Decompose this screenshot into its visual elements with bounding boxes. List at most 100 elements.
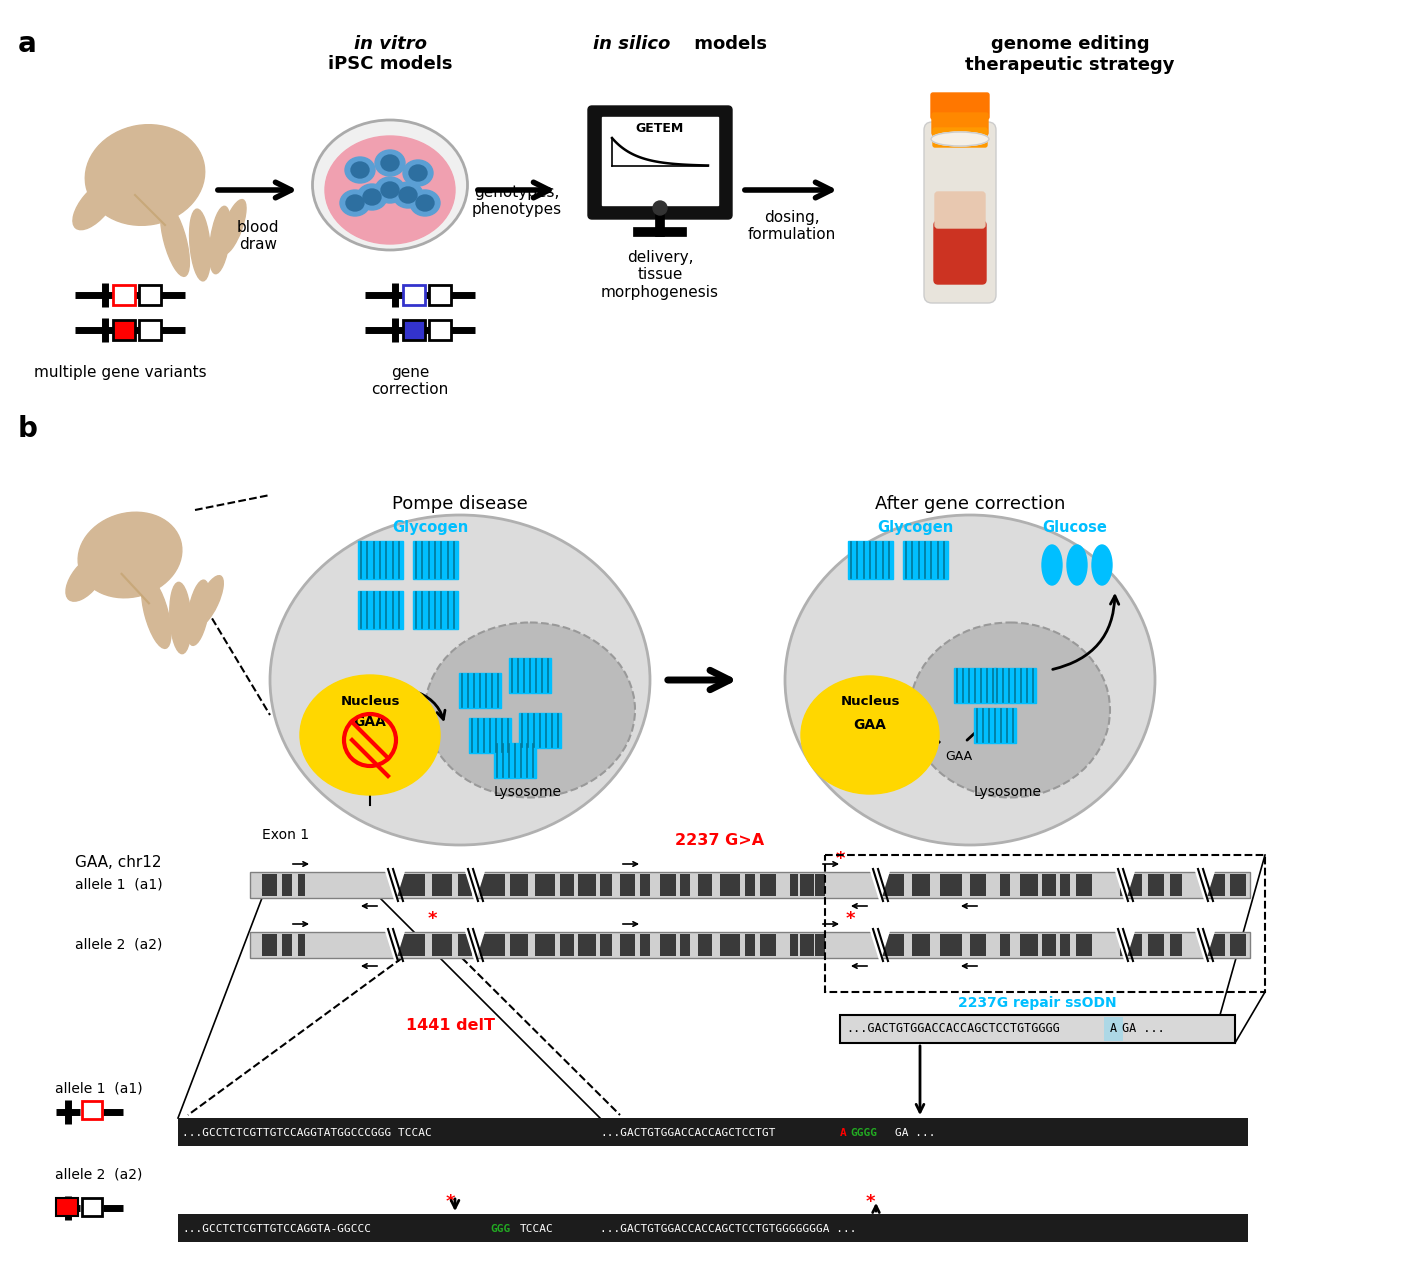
Bar	[458, 934, 473, 956]
Ellipse shape	[399, 187, 417, 202]
Text: ...GACTGTGGACCACCAGCTCCTGTGGGGGGGA ...: ...GACTGTGGACCACCAGCTCCTGTGGGGGGGA ...	[600, 1225, 856, 1233]
Polygon shape	[385, 929, 405, 961]
Text: ...GCCTCTCGTTGTCCAGGTA-GGCCC: ...GCCTCTCGTTGTCCAGGTA-GGCCC	[183, 1225, 371, 1233]
Bar	[468, 717, 511, 753]
Bar	[250, 872, 1249, 898]
Text: GAA, chr12: GAA, chr12	[75, 855, 161, 870]
Bar	[799, 874, 814, 896]
Bar	[913, 934, 930, 956]
Text: genome editing
therapeutic strategy: genome editing therapeutic strategy	[965, 35, 1174, 73]
Text: Lysosome: Lysosome	[974, 786, 1041, 799]
Bar	[395, 934, 424, 956]
Polygon shape	[1115, 869, 1135, 901]
Bar	[429, 285, 451, 305]
Text: *: *	[427, 910, 437, 929]
Ellipse shape	[409, 164, 427, 181]
Bar	[815, 874, 825, 896]
Bar	[848, 541, 893, 579]
Bar	[113, 320, 134, 340]
Bar	[600, 874, 613, 896]
Text: GAA: GAA	[945, 750, 972, 763]
Bar	[429, 320, 451, 340]
Bar	[760, 934, 775, 956]
Text: allele 1  (a1): allele 1 (a1)	[55, 1082, 143, 1095]
Bar	[299, 934, 306, 956]
FancyBboxPatch shape	[924, 121, 996, 304]
Bar	[841, 1015, 1235, 1044]
Ellipse shape	[351, 162, 369, 178]
Bar	[659, 874, 676, 896]
Text: GAA: GAA	[354, 715, 386, 729]
Bar	[403, 285, 424, 305]
Text: Lysosome: Lysosome	[494, 786, 562, 799]
Bar	[1148, 874, 1165, 896]
Bar	[178, 1214, 1248, 1242]
Text: Pompe disease: Pompe disease	[392, 495, 528, 514]
Text: GA ...: GA ...	[1122, 1022, 1165, 1036]
Bar	[1060, 874, 1070, 896]
Bar	[82, 1198, 102, 1216]
Ellipse shape	[364, 188, 381, 205]
Ellipse shape	[187, 581, 209, 645]
Text: Glucose: Glucose	[1043, 520, 1108, 535]
Ellipse shape	[270, 515, 649, 845]
FancyBboxPatch shape	[932, 128, 988, 147]
Bar	[790, 934, 798, 956]
Text: *: *	[845, 910, 855, 929]
Bar	[640, 874, 649, 896]
Text: gene
correction: gene correction	[371, 366, 449, 397]
Polygon shape	[1196, 929, 1215, 961]
Bar	[600, 934, 613, 956]
Polygon shape	[1196, 869, 1215, 901]
Bar	[480, 874, 505, 896]
Bar	[403, 320, 424, 340]
Text: 1441 delT: 1441 delT	[406, 1018, 494, 1034]
FancyBboxPatch shape	[589, 106, 732, 219]
Polygon shape	[1115, 929, 1135, 961]
Circle shape	[652, 201, 666, 215]
Ellipse shape	[416, 195, 434, 211]
Ellipse shape	[1067, 545, 1087, 584]
Bar	[681, 874, 691, 896]
Bar	[509, 934, 528, 956]
Bar	[519, 712, 560, 748]
Bar	[262, 934, 277, 956]
Text: genotypes,
phenotypes: genotypes, phenotypes	[473, 185, 562, 218]
Text: GA ...: GA ...	[896, 1128, 935, 1139]
Bar	[1060, 934, 1070, 956]
Ellipse shape	[325, 137, 456, 244]
Bar	[1041, 874, 1056, 896]
Text: Glycogen: Glycogen	[877, 520, 954, 535]
Text: allele 2  (a2): allele 2 (a2)	[75, 939, 163, 953]
Bar	[432, 874, 451, 896]
Ellipse shape	[393, 182, 423, 207]
Text: in vitro: in vitro	[354, 35, 426, 53]
Bar	[509, 658, 550, 692]
Bar	[1000, 874, 1010, 896]
Bar	[262, 874, 277, 896]
Bar	[601, 116, 717, 205]
Ellipse shape	[381, 182, 399, 199]
Ellipse shape	[194, 576, 224, 626]
Ellipse shape	[190, 209, 211, 281]
Polygon shape	[870, 869, 890, 901]
Bar	[659, 934, 676, 956]
Ellipse shape	[142, 577, 171, 649]
Polygon shape	[385, 869, 405, 901]
Bar	[681, 934, 691, 956]
FancyBboxPatch shape	[932, 113, 988, 135]
Text: models: models	[688, 35, 767, 53]
Bar	[509, 874, 528, 896]
Bar	[993, 668, 1036, 702]
Bar	[746, 934, 756, 956]
Bar	[494, 743, 536, 778]
Text: ...GACTGTGGACCACCAGCTCCTGT: ...GACTGTGGACCACCAGCTCCTGT	[600, 1128, 775, 1139]
Bar	[1121, 874, 1142, 896]
Ellipse shape	[1041, 545, 1063, 584]
Ellipse shape	[424, 622, 635, 797]
Text: ...GCCTCTCGTTGTCCAGGTATGGCCCGGG TCCAC: ...GCCTCTCGTTGTCCAGGTATGGCCCGGG TCCAC	[183, 1128, 432, 1139]
Text: GGG: GGG	[490, 1225, 511, 1233]
Bar	[1170, 874, 1182, 896]
Ellipse shape	[219, 200, 246, 254]
Bar	[458, 673, 501, 707]
